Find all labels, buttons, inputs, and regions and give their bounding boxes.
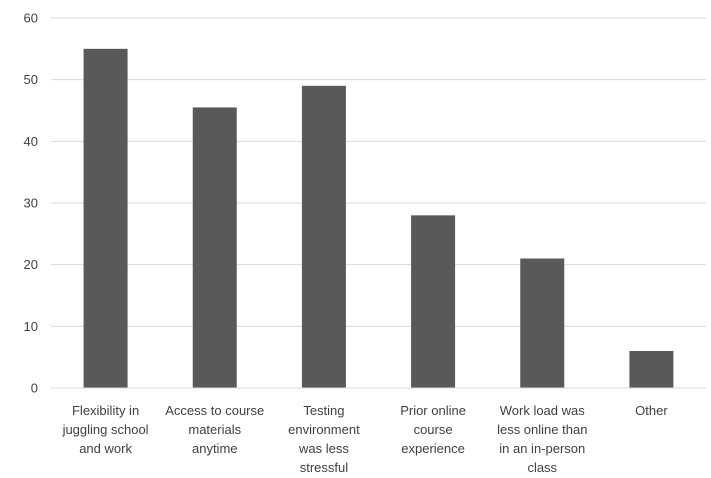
y-tick-label: 0: [31, 381, 38, 396]
bars: [83, 48, 674, 389]
x-category-label-line: juggling school: [62, 422, 149, 437]
x-category-label: Flexibility in juggling school and work: [62, 403, 149, 456]
x-axis-category-labels: Flexibility in juggling school and work Acc…: [62, 403, 669, 475]
x-category-label-line: and work: [79, 441, 132, 456]
bar: [83, 48, 128, 388]
x-category-label: Other: [635, 403, 668, 418]
y-tick-label: 50: [24, 72, 38, 87]
bar: [192, 107, 237, 389]
bar: [629, 351, 674, 388]
bar: [301, 85, 346, 388]
x-category-label-line: Prior online: [400, 403, 466, 418]
x-category-label-line: Flexibility in: [72, 403, 139, 418]
x-category-label-line: experience: [401, 441, 465, 456]
x-category-label-line: less online than: [497, 422, 587, 437]
x-category-label: Testing environment was less stressful: [288, 403, 360, 475]
bar: [520, 258, 565, 388]
y-tick-label: 10: [24, 319, 38, 334]
x-category-label-line: materials: [188, 422, 241, 437]
x-category-label-line: Testing: [303, 403, 344, 418]
y-tick-label: 40: [24, 134, 38, 149]
x-category-label-line: in an in-person: [499, 441, 585, 456]
bar: [411, 215, 456, 388]
y-tick-label: 30: [24, 196, 38, 211]
x-category-label-line: class: [527, 460, 557, 475]
y-axis-tick-labels: 0 10 20 30 40 50 60: [24, 11, 38, 396]
x-category-label-line: environment: [288, 422, 360, 437]
x-category-label-line: Work load was: [500, 403, 586, 418]
x-category-label: Work load was less online than in an in-pe…: [497, 403, 587, 475]
y-tick-label: 60: [24, 11, 38, 26]
x-category-label-line: course: [414, 422, 453, 437]
x-category-label-line: Access to course: [165, 403, 264, 418]
x-category-label-line: Other: [635, 403, 668, 418]
x-category-label-line: was less: [298, 441, 349, 456]
x-category-label-line: anytime: [192, 441, 238, 456]
x-category-label-line: stressful: [300, 460, 349, 475]
y-tick-label: 20: [24, 257, 38, 272]
gridlines: [51, 17, 706, 327]
x-category-label: Prior online course experience: [400, 403, 466, 456]
x-category-label: Access to course materials anytime: [165, 403, 264, 456]
